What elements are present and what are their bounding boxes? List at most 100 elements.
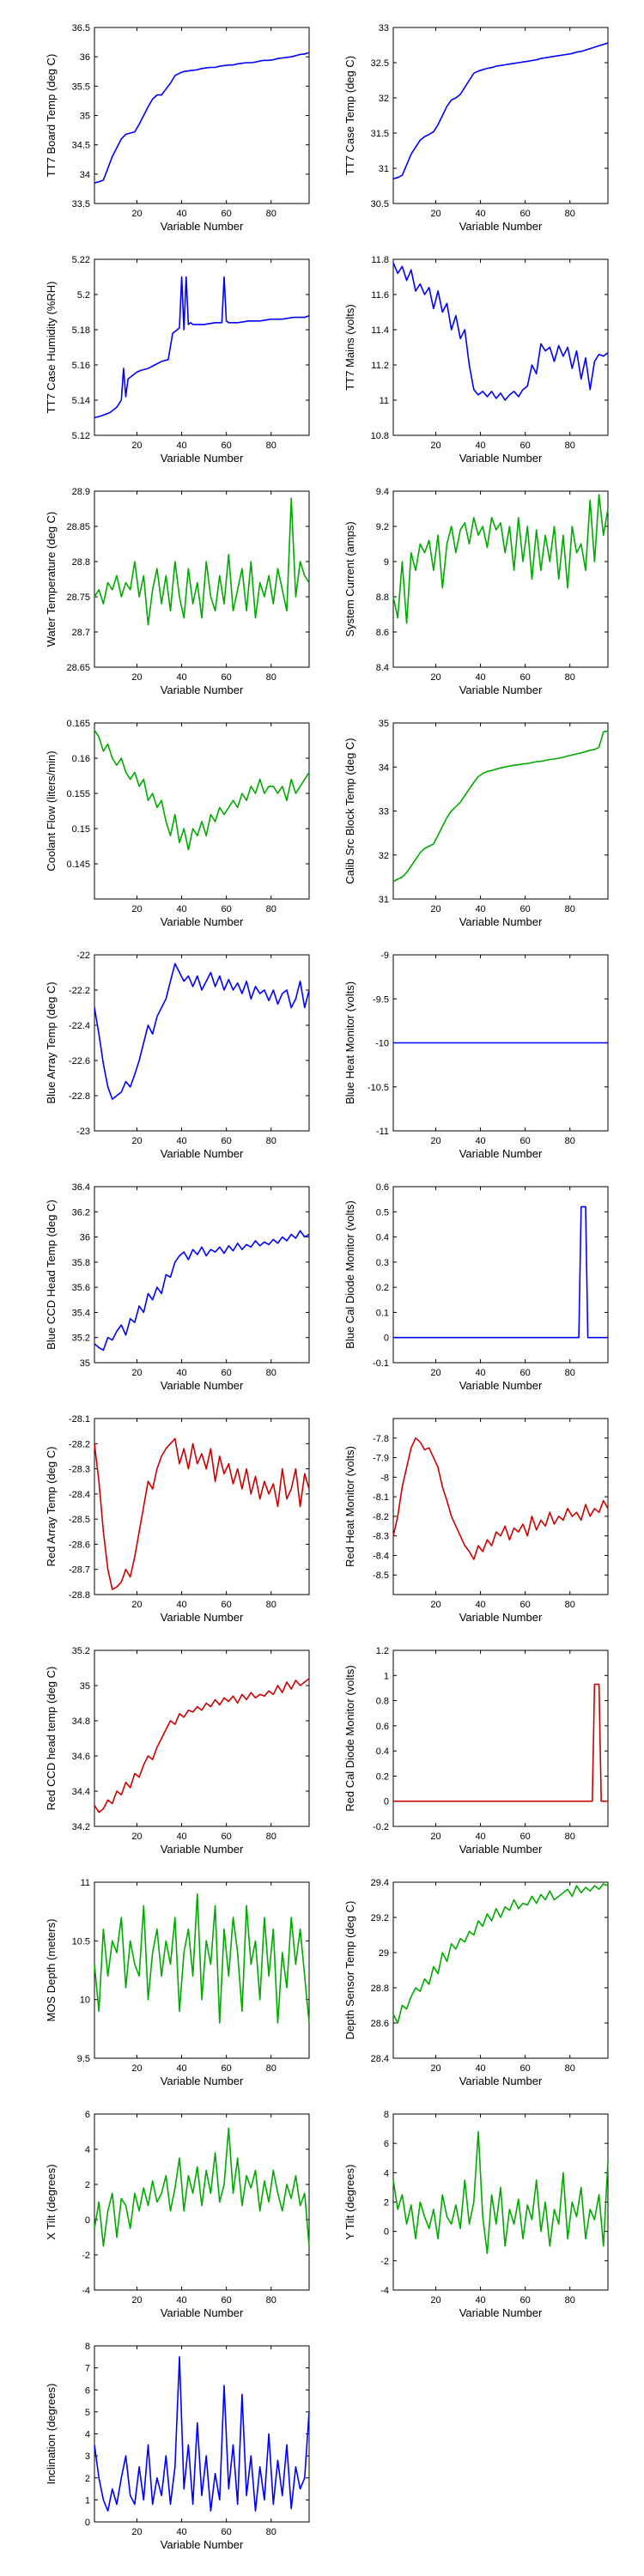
chart-panel: 31 32 33 34 35 20 40 60 80 Variable Number Calib S… <box>343 719 609 928</box>
x-axis-label: Variable Number <box>459 220 543 233</box>
y-axis-label: Water Temperature (deg C) <box>45 512 58 647</box>
y-tick-label: 30.5 <box>371 199 389 210</box>
x-tick-label: 20 <box>430 904 440 914</box>
x-tick-label: 20 <box>131 672 142 683</box>
x-axis-label: Variable Number <box>459 1147 543 1160</box>
y-tick-label: -11 <box>376 1127 389 1137</box>
y-tick-label: 0.6 <box>376 1722 389 1732</box>
y-tick-label: -28.3 <box>69 1465 90 1475</box>
x-tick-label: 40 <box>475 209 485 219</box>
series-line <box>94 276 310 419</box>
x-tick-label: 60 <box>222 1600 232 1610</box>
y-tick-label: 35.6 <box>72 1283 90 1293</box>
x-axis-label: Variable Number <box>459 683 543 696</box>
series-line <box>94 2356 310 2512</box>
y-tick-label: -7.9 <box>373 1454 389 1464</box>
y-axis-label: TT7 Case Temp (deg C) <box>343 56 356 175</box>
series-line <box>94 1437 310 1590</box>
x-tick-label: 20 <box>131 904 142 914</box>
y-tick-label: 29.2 <box>371 1913 389 1923</box>
x-tick-label: 60 <box>520 2295 531 2306</box>
y-tick-label: -22.2 <box>69 986 90 996</box>
x-axis-label: Variable Number <box>161 1147 244 1160</box>
y-tick-label: 0.145 <box>66 860 90 870</box>
x-axis-label: Variable Number <box>161 2538 244 2551</box>
y-tick-label: -22.8 <box>69 1091 90 1102</box>
x-tick-label: 60 <box>520 1600 531 1610</box>
x-tick-label: 40 <box>475 440 485 451</box>
y-tick-label: -8 <box>380 1473 389 1483</box>
y-tick-label: 11.2 <box>371 361 389 371</box>
x-tick-label: 20 <box>131 1136 142 1146</box>
x-tick-label: 20 <box>430 1368 440 1378</box>
y-tick-label: 8.8 <box>376 592 389 603</box>
y-tick-label: 11 <box>81 1878 90 1888</box>
y-tick-label: -10 <box>375 1039 389 1049</box>
y-tick-label: 0.155 <box>66 789 90 799</box>
y-tick-label: 1 <box>85 2495 90 2506</box>
x-tick-label: 40 <box>475 672 485 683</box>
y-axis-label: Red CCD head temp (deg C) <box>45 1667 58 1811</box>
y-tick-label: 9 <box>384 557 389 568</box>
y-tick-label: 34.5 <box>72 141 90 151</box>
x-tick-label: 80 <box>266 440 276 451</box>
chart-panel: -8.5 -8.4 -8.3 -8.2 -8.1 -8 -7.9 -7.8 20 40 60 80 Va… <box>343 1418 609 1624</box>
chart-panel: 28.65 28.7 28.75 28.8 28.85 28.9 20 40 60 80 Varia… <box>45 487 310 696</box>
x-axis-label: Variable Number <box>161 2306 244 2319</box>
x-tick-label: 80 <box>266 2295 276 2306</box>
x-tick-label: 60 <box>222 1832 232 1842</box>
axes-box <box>392 1418 609 1595</box>
y-tick-label: -28.1 <box>69 1414 90 1425</box>
y-tick-label: 1.2 <box>376 1646 389 1656</box>
axes-box <box>94 490 310 668</box>
y-tick-label: 5 <box>85 2408 90 2418</box>
y-tick-label: 5.16 <box>72 361 90 371</box>
y-tick-label: 28.4 <box>371 2054 389 2064</box>
y-tick-label: -28.6 <box>69 1540 90 1550</box>
y-axis-label: MOS Depth (meters) <box>45 1919 58 2022</box>
axes-box <box>392 1186 609 1364</box>
x-tick-label: 20 <box>430 1600 440 1610</box>
x-tick-label: 60 <box>520 904 531 914</box>
x-tick-label: 60 <box>520 209 531 219</box>
chart-panel: 33.5 34 34.5 35 35.5 36 36.5 20 40 60 80 Variable N… <box>45 23 310 233</box>
y-tick-label: 9.4 <box>376 487 389 497</box>
x-tick-label: 80 <box>565 2295 575 2306</box>
y-tick-label: 28.8 <box>72 557 90 568</box>
x-tick-label: 80 <box>266 672 276 683</box>
y-tick-label: 5.2 <box>77 290 90 301</box>
y-tick-label: 34.2 <box>72 1822 90 1832</box>
axes-box <box>392 490 609 668</box>
x-tick-label: 80 <box>565 440 575 451</box>
y-tick-label: 2 <box>85 2180 90 2190</box>
x-tick-label: 80 <box>266 1136 276 1146</box>
axes-box <box>392 258 609 436</box>
y-axis-label: Red Cal Diode Monitor (volts) <box>343 1665 356 1812</box>
chart-panel: 30.5 31 31.5 32 32.5 33 20 40 60 80 Variable Numbe… <box>343 23 609 233</box>
x-tick-label: 60 <box>222 672 232 683</box>
x-tick-label: 20 <box>131 2295 142 2306</box>
chart-panel: 5.12 5.14 5.16 5.18 5.2 5.22 20 40 60 80 Variable … <box>45 255 310 465</box>
x-axis-label: Variable Number <box>161 915 244 928</box>
y-tick-label: 36.5 <box>72 23 90 33</box>
x-tick-label: 60 <box>520 672 531 683</box>
y-tick-label: 10.8 <box>371 431 389 441</box>
axes-box <box>94 1649 310 1827</box>
y-axis-label: Y Tilt (degrees) <box>343 2165 356 2240</box>
y-tick-label: 10.5 <box>72 1936 90 1947</box>
y-axis-label: Depth Sensor Temp (deg C) <box>343 1901 356 2040</box>
y-tick-label: 28.9 <box>72 487 90 497</box>
y-tick-label: 34 <box>379 762 389 773</box>
x-tick-label: 40 <box>176 1832 186 1842</box>
chart-panel: -28.8 -28.7 -28.6 -28.5 -28.4 -28.3 -28.2 -28.1… <box>45 1414 310 1624</box>
axes-box <box>94 954 310 1132</box>
y-tick-label: 8 <box>85 2342 90 2352</box>
x-tick-label: 60 <box>222 440 232 451</box>
y-axis-label: Coolant Flow (liters/min) <box>45 750 58 871</box>
y-tick-label: 35.5 <box>72 82 90 92</box>
series-line <box>94 729 310 851</box>
y-axis-label: TT7 Mains (volts) <box>343 304 356 390</box>
chart-panel: -4 -2 0 2 4 6 20 40 60 80 Variable Number X Tilt (d… <box>45 2110 310 2319</box>
x-tick-label: 40 <box>475 2063 485 2074</box>
y-tick-label: 6 <box>384 2139 389 2149</box>
